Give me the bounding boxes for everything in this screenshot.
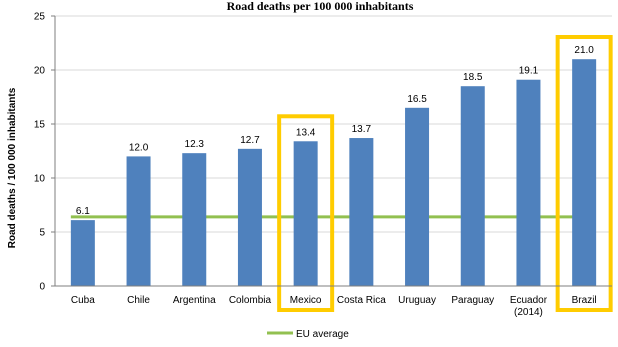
category-label-cuba: Cuba [71,295,95,306]
category-label-mexico: Mexico [290,295,322,306]
category-label-chile: Chile [127,295,150,306]
category-label-colombia: Colombia [229,295,272,306]
bar-chile [126,156,151,286]
data-label-colombia: 12.7 [240,135,260,146]
y-tick-label: 25 [34,12,46,23]
data-labels: 6.1 12.0 12.3 12.7 13.4 13.7 16.5 18.5 19.1 21.0 [76,45,594,217]
highlight-box-brazil [555,35,613,312]
category-label-uruguay: Uruguay [398,295,436,306]
category-label-argentina: Argentina [173,295,216,306]
bar-mexico [293,141,318,286]
category-label-costa-rica: Costa Rica [337,295,386,306]
data-label-paraguay: 18.5 [463,72,483,83]
highlight-boxes [277,35,613,312]
y-tick-labels: 0 5 10 15 20 25 [34,12,46,293]
bar-costa-rica [349,138,374,286]
data-label-mexico: 13.4 [296,127,316,138]
data-label-costa-rica: 13.7 [352,124,372,135]
category-label-ecuador-2014: Ecuador (2014) [510,295,548,318]
data-label-argentina: 12.3 [185,139,205,150]
category-label-brazil: Brazil [572,295,597,306]
bar-argentina [182,153,207,286]
y-tick-label: 20 [34,66,46,77]
data-label-ecuador-2014: 19.1 [519,66,539,77]
highlight-box-mexico [277,114,335,312]
bar-colombia [237,148,262,286]
y-axis-label: Road deaths / 100 000 inhabitants [7,87,18,248]
legend: EU average [267,329,349,340]
chart-title: Road deaths per 100 000 inhabitants [227,0,414,13]
bar-uruguay [405,107,430,286]
data-label-cuba: 6.1 [76,206,90,217]
bar-cuba [70,220,95,286]
bar-brazil [572,59,597,287]
bar-ecuador-2014 [516,79,541,286]
legend-eu-average-label: EU average [296,329,349,340]
data-label-chile: 12.0 [129,142,149,153]
data-label-brazil: 21.0 [574,45,594,56]
category-label-paraguay: Paraguay [451,295,494,306]
x-category-labels: Cuba Chile Argentina Colombia Mexico Costa Ri… [71,295,597,318]
y-tick-label: 15 [34,120,46,131]
y-tick-label: 0 [39,282,45,293]
y-tick-label: 5 [39,228,45,239]
bars [70,59,597,287]
bar-paraguay [460,86,485,286]
data-label-uruguay: 16.5 [407,94,427,105]
y-tick-label: 10 [34,174,46,185]
